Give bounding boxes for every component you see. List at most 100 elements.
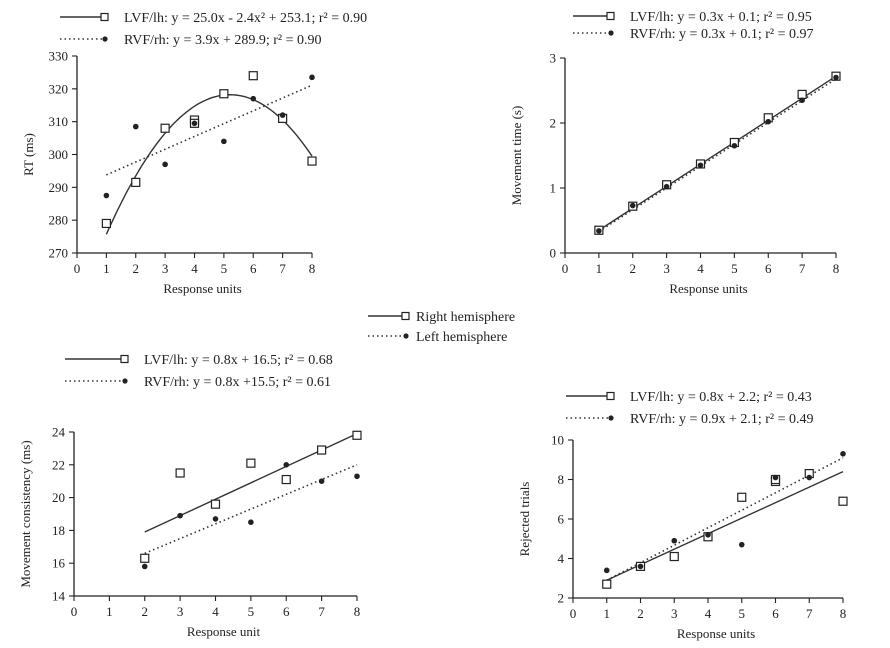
chart3-x-tick-label: 0 — [71, 604, 78, 619]
figure-legend: Right hemisphere Left hemisphere — [368, 310, 515, 345]
chart3-x-tick-label: 7 — [318, 604, 325, 619]
chart2-y-tick-label: 2 — [550, 116, 557, 131]
chart1-rvf-point — [250, 96, 256, 102]
chart1-x-tick-label: 8 — [309, 261, 316, 276]
chart1-x-axis-title: Response units — [163, 281, 241, 296]
chart1-legend-rvf-marker — [102, 36, 107, 41]
chart4-x-tick-label: 1 — [604, 606, 611, 621]
chart4-y-tick-label: 4 — [558, 551, 565, 566]
chart2-rvf-point — [732, 143, 738, 149]
chart1-lvf-point — [249, 72, 257, 80]
chart3-x-tick-label: 8 — [354, 604, 361, 619]
chart4-x-tick-label: 4 — [705, 606, 712, 621]
chart4-x-tick-label: 5 — [739, 606, 746, 621]
chart4-x-tick-label: 0 — [570, 606, 577, 621]
chart2-y-tick-label: 3 — [550, 51, 557, 66]
chart-panel-1: 270 280 290 300 310 320 330 0 1 2 3 4 5 6 7 8 Response u… — [21, 11, 367, 296]
chart4-legend-rvf-text: RVF/rh: y = 0.9x + 2.1; r² = 0.49 — [630, 412, 814, 427]
chart1-legend-lvf-text: LVF/lh: y = 25.0x - 2.4x² + 253.1; r² = … — [124, 11, 367, 26]
chart3-y-axis-title: Movement consistency (ms) — [18, 440, 33, 587]
chart1-y-axis-title: RT (ms) — [21, 133, 36, 176]
figure-legend-right-text: Right hemisphere — [416, 310, 515, 325]
chart1-y-tick-label: 300 — [49, 147, 69, 162]
chart2-lvf-point — [798, 90, 806, 98]
chart4-lvf-point — [839, 497, 847, 505]
chart3-y-tick-label: 18 — [52, 523, 65, 538]
chart4-y-tick-label: 6 — [558, 512, 565, 527]
chart3-y-tick-label: 16 — [52, 556, 66, 571]
chart2-rvf-point — [698, 162, 704, 168]
chart2-legend-rvf-marker — [608, 30, 613, 35]
chart4-y-tick-label: 8 — [558, 472, 565, 487]
chart2-y-tick-label: 1 — [550, 181, 557, 196]
chart3-lvf-point — [353, 431, 361, 439]
chart4-legend-lvf-text: LVF/lh: y = 0.8x + 2.2; r² = 0.43 — [630, 390, 812, 405]
chart4-rvf-point — [739, 542, 745, 548]
chart3-lvf-point — [318, 446, 326, 454]
chart3-rvf-point — [213, 516, 219, 522]
chart4-x-tick-label: 3 — [671, 606, 678, 621]
chart1-rvf-point — [192, 121, 198, 127]
chart1-legend-rvf-text: RVF/rh: y = 3.9x + 289.9; r² = 0.90 — [124, 33, 322, 48]
chart3-x-tick-label: 3 — [177, 604, 184, 619]
chart2-x-tick-label: 4 — [697, 261, 704, 276]
chart2-rvf-point — [596, 228, 602, 234]
chart-panel-3: 1416182022240 1 2 3 4 5 6 7 8Response unitMoveme… — [18, 353, 361, 639]
chart3-x-tick-label: 5 — [248, 604, 255, 619]
chart4-rvf-point — [773, 475, 779, 481]
chart1-y-tick-label: 320 — [49, 81, 69, 96]
chart3-legend-lvf-text: LVF/lh: y = 0.8x + 16.5; r² = 0.68 — [144, 353, 333, 368]
chart2-x-axis-title: Response units — [669, 281, 747, 296]
chart3-x-axis-title: Response unit — [187, 624, 261, 639]
chart2-x-tick-label: 5 — [731, 261, 738, 276]
chart1-rvf-point — [133, 124, 139, 130]
chart2-x-tick-label: 2 — [630, 261, 637, 276]
chart3-lvf-point — [176, 469, 184, 477]
chart3-lvf-point — [247, 459, 255, 467]
chart1-x-tick-label: 5 — [221, 261, 228, 276]
chart4-rvf-point — [604, 568, 610, 574]
chart4-x-tick-label: 6 — [772, 606, 779, 621]
chart1-rvf-point — [280, 112, 286, 118]
chart1-lvf-point — [132, 178, 140, 186]
chart3-lvf-point — [282, 476, 290, 484]
chart3-x-tick-label: 6 — [283, 604, 290, 619]
chart3-lvf-point — [212, 500, 220, 508]
chart2-x-tick-label: 8 — [833, 261, 840, 276]
chart1-lvf-point — [161, 124, 169, 132]
chart4-y-tick-label: 10 — [551, 433, 564, 448]
chart3-rvf-point — [142, 564, 148, 570]
chart1-lvf-point — [102, 219, 110, 227]
chart4-x-tick-label: 2 — [637, 606, 644, 621]
chart2-x-tick-label: 6 — [765, 261, 772, 276]
chart2-y-axis-title: Movement time (s) — [509, 106, 524, 206]
chart1-y-tick-label: 280 — [49, 213, 69, 228]
chart1-x-tick-label: 2 — [133, 261, 140, 276]
chart3-legend-lvf-marker — [121, 356, 128, 363]
chart1-lvf-point — [220, 90, 228, 98]
chart4-lvf-point — [603, 580, 611, 588]
chart3-legend-rvf-text: RVF/rh: y = 0.8x +15.5; r² = 0.61 — [144, 375, 331, 390]
chart4-x-tick-label: 8 — [840, 606, 847, 621]
chart2-rvf-point — [630, 203, 636, 209]
chart2-legend-rvf-text: RVF/rh: y = 0.3x + 0.1; r² = 0.97 — [630, 27, 814, 42]
chart1-y-tick-label: 270 — [49, 246, 69, 261]
chart2-x-tick-label: 7 — [799, 261, 806, 276]
chart3-x-tick-label: 4 — [212, 604, 219, 619]
chart1-y-tick-label: 330 — [49, 49, 69, 64]
figure-legend-left-marker — [403, 333, 408, 338]
chart2-x-tick-label: 1 — [596, 261, 603, 276]
chart2-rvf-point — [799, 97, 805, 103]
chart4-rvf-point — [840, 451, 846, 457]
chart2-rvf-point — [833, 75, 839, 81]
chart2-y-tick-label: 0 — [550, 246, 557, 261]
chart-panel-2: 0 1 2 3 0 1 2 3 4 5 6 7 8 Response units Movement time… — [509, 10, 840, 296]
chart3-rvf-fit-line — [145, 465, 357, 554]
chart2-rvf-point — [765, 119, 771, 125]
chart3-rvf-point — [177, 513, 183, 519]
chart2-legend-lvf-marker — [607, 13, 614, 20]
chart3-lvf-point — [141, 554, 149, 562]
chart1-y-tick-label: 310 — [49, 114, 69, 129]
chart4-legend-lvf-marker — [607, 393, 614, 400]
chart1-x-tick-label: 4 — [191, 261, 198, 276]
